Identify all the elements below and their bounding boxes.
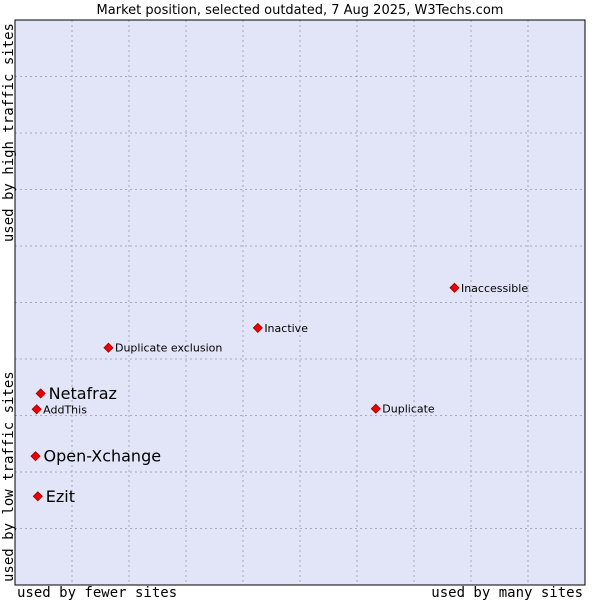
point-marker <box>449 282 460 293</box>
point-marker <box>35 388 46 399</box>
data-point: Duplicate <box>370 403 435 416</box>
point-marker <box>252 322 263 333</box>
data-point: Ezit <box>32 487 75 506</box>
point-marker <box>370 403 381 414</box>
point-label: Inactive <box>264 322 308 335</box>
data-point: AddThis <box>31 403 87 416</box>
x-axis-label-left: used by fewer sites <box>17 585 177 600</box>
point-label: Open-Xchange <box>44 447 162 466</box>
x-axis-label-right: used by many sites <box>431 585 583 600</box>
y-axis-label-top: used by high traffic sites <box>1 23 17 242</box>
data-points: Inaccessible Inactive Duplicate exclusion D… <box>30 282 528 506</box>
plot-border <box>14 19 586 586</box>
point-marker <box>30 451 41 462</box>
data-point: Inactive <box>252 322 308 335</box>
chart-title: Market position, selected outdated, 7 Au… <box>97 3 504 18</box>
point-label: Inaccessible <box>461 282 528 295</box>
point-label: Duplicate exclusion <box>115 342 222 355</box>
data-point: Open-Xchange <box>30 447 162 466</box>
data-point: Netafraz <box>35 384 117 403</box>
point-marker <box>31 404 42 415</box>
data-point: Duplicate exclusion <box>103 342 222 355</box>
point-label: Duplicate <box>382 403 435 416</box>
point-marker <box>32 491 43 502</box>
data-point: Inaccessible <box>449 282 528 295</box>
point-label: Ezit <box>46 487 75 506</box>
point-label: AddThis <box>43 403 87 416</box>
point-label: Netafraz <box>49 384 117 403</box>
y-axis-label-bottom: used by low traffic sites <box>1 371 17 582</box>
point-marker <box>103 342 114 353</box>
grid-lines <box>15 20 585 585</box>
